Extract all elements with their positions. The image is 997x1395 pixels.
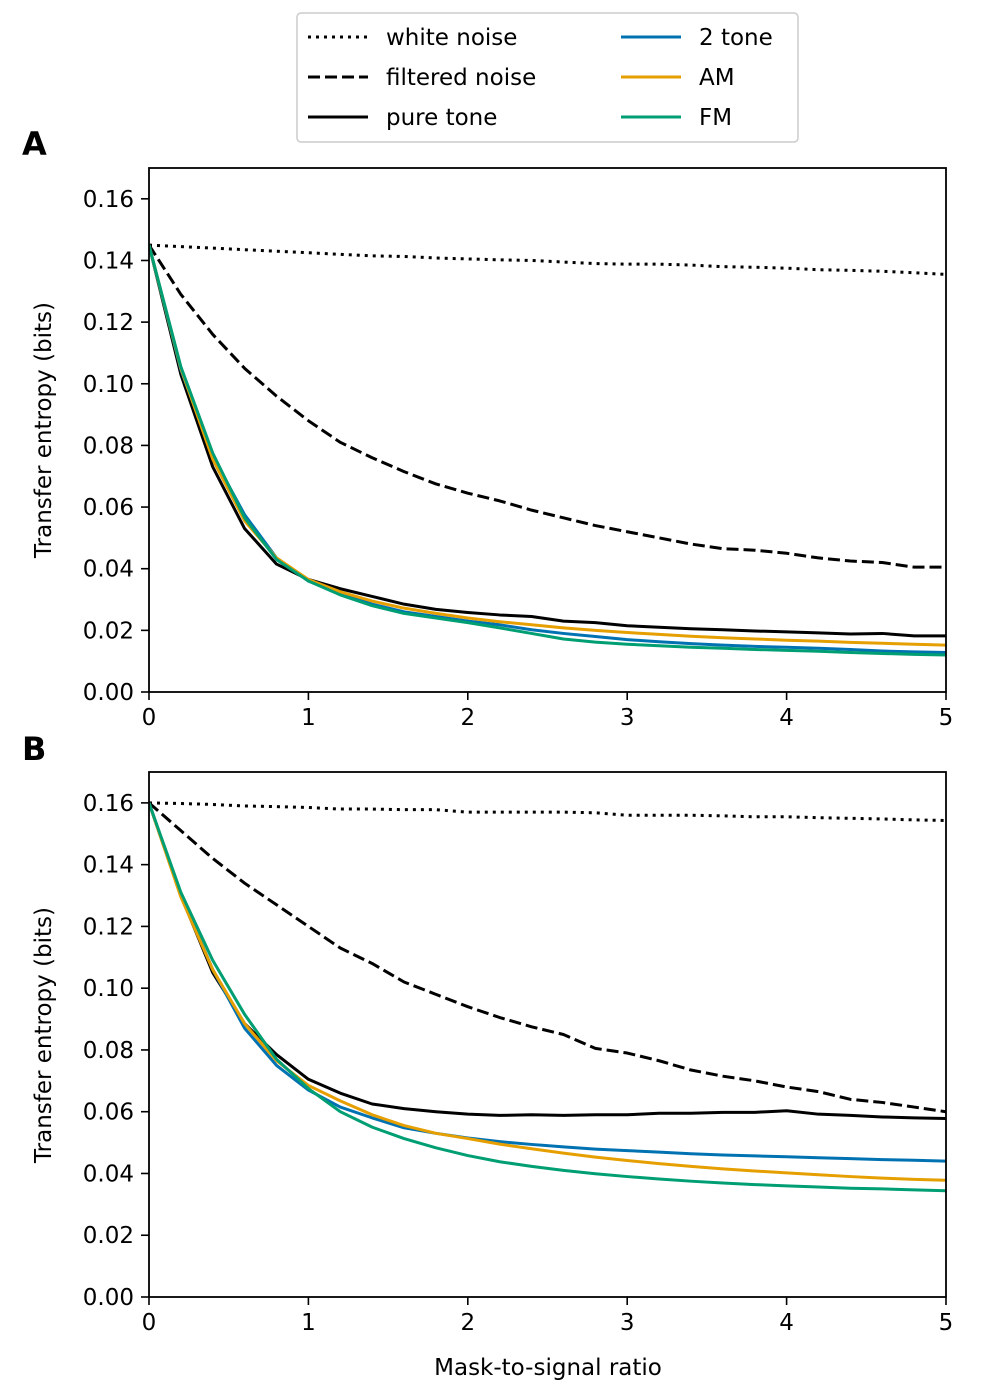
panel-a-ytick-label: 0.02: [83, 618, 134, 644]
panel-a-line-filtered-noise: [149, 244, 946, 569]
panel-a-axes-frame: [148, 167, 947, 693]
panel-a-line-fm: [149, 244, 946, 657]
panel-b-ytick-label: 0.04: [83, 1161, 134, 1187]
panel-b-ytick-label: 0.02: [83, 1223, 134, 1249]
panel-a-line-white-noise: [149, 243, 946, 276]
panel-b-ytick-label: 0.14: [83, 853, 134, 879]
panel-b-xtick-label: 1: [301, 1310, 316, 1336]
panel-b-ytick-label: 0.06: [83, 1100, 134, 1126]
legend-frame: [296, 12, 799, 143]
panel-b-ytick-label: 0.16: [83, 791, 134, 817]
legend-label-pure-tone: pure tone: [386, 105, 497, 131]
panel-a-ylabel: Transfer entropy (bits): [31, 302, 57, 559]
panel-a-xtick-label: 5: [939, 705, 954, 731]
panel-a-letter: A: [22, 125, 47, 163]
panel-a-ytick-label: 0.14: [83, 248, 134, 274]
panel-b-line-white-noise: [149, 801, 946, 822]
panel-b-ytick-label: 0.08: [83, 1038, 134, 1064]
panel-b-ytick-label: 0.00: [83, 1285, 134, 1311]
panel-b-ytick-label: 0.10: [83, 976, 134, 1002]
panel-a-xtick-label: 4: [779, 705, 794, 731]
panel-a-ytick-label: 0.06: [83, 495, 134, 521]
panel-b-line-filtered-noise: [149, 801, 946, 1114]
panel-b-xtick-label: 2: [460, 1310, 475, 1336]
panel-a-ytick-label: 0.04: [83, 557, 134, 583]
legend-label-2-tone: 2 tone: [699, 25, 773, 51]
panel-a-line-2-tone: [149, 244, 946, 655]
legend: white noise filtered noise pure tone 2 t…: [296, 12, 799, 143]
panel-b-ylabel: Transfer entropy (bits): [31, 907, 57, 1164]
panel-b-xtick-label: 0: [142, 1310, 157, 1336]
panel-a-ytick-label: 0.10: [83, 372, 134, 398]
panel-a-xtick-label: 1: [301, 705, 316, 731]
legend-label-fm: FM: [699, 105, 732, 131]
panel-b-line-2-tone: [149, 802, 946, 1163]
legend-label-filtered-noise: filtered noise: [386, 65, 536, 91]
panel-a-xtick-label: 3: [620, 705, 635, 731]
panel-b-xlabel: Mask-to-signal ratio: [434, 1355, 662, 1381]
legend-label-am: AM: [699, 65, 735, 91]
panel-a-line-pure-tone: [149, 244, 946, 638]
panel-b-xtick-label: 4: [779, 1310, 794, 1336]
panel-a: A Transfer entropy (bits) 0 1 2 3 4 5 0.00 0.02…: [22, 125, 953, 731]
panel-a-ytick-label: 0.16: [83, 187, 134, 213]
panel-a-xtick-label: 2: [460, 705, 475, 731]
panel-a-xtick-label: 0: [142, 705, 157, 731]
panel-b-letter: B: [22, 730, 46, 768]
panel-a-series: [149, 243, 946, 657]
panel-b-line-am: [149, 802, 946, 1182]
panel-b-line-fm: [149, 802, 946, 1193]
panel-b-line-pure-tone: [149, 802, 946, 1120]
panel-b-axes-frame: [148, 771, 947, 1298]
panel-b-series: [149, 801, 946, 1193]
panel-a-ytick-label: 0.12: [83, 310, 134, 336]
panel-b-ytick-label: 0.12: [83, 914, 134, 940]
legend-label-white-noise: white noise: [386, 25, 517, 51]
panel-b: B Transfer entropy (bits) Mask-to-signal…: [22, 730, 953, 1381]
panel-b-xtick-label: 3: [620, 1310, 635, 1336]
panel-b-xtick-label: 5: [939, 1310, 954, 1336]
panel-a-line-am: [149, 244, 946, 647]
panel-a-ytick-label: 0.08: [83, 433, 134, 459]
panel-a-ytick-label: 0.00: [83, 680, 134, 706]
